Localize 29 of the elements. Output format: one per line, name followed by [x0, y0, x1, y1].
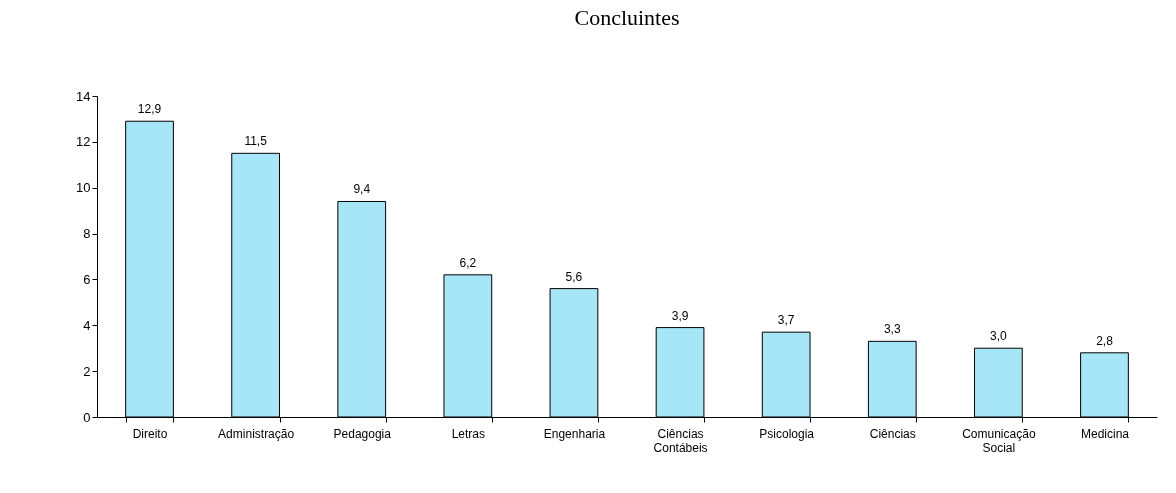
- data-label: 3,7: [777, 313, 795, 328]
- chart-title: Concluintes: [574, 5, 680, 30]
- data-label: 9,4: [353, 182, 371, 197]
- x-tick-label: Letras: [451, 426, 486, 441]
- data-label: 2,8: [1096, 333, 1114, 348]
- x-tick-label: Psicologia: [759, 426, 815, 441]
- x-tick-label: Ciências: [869, 426, 916, 441]
- y-tick-label: 2: [83, 363, 91, 379]
- data-label: 3,9: [671, 308, 689, 323]
- data-label: 5,6: [565, 269, 583, 284]
- x-tick-label: Pedagogia: [333, 426, 392, 441]
- data-label: 6,2: [459, 255, 477, 270]
- y-tick-label: 14: [76, 88, 91, 104]
- x-tick-label: Comunicação Social: [962, 426, 1036, 455]
- x-tick-label: Ciências Contábeis: [653, 426, 708, 455]
- data-label: 3,3: [883, 322, 901, 337]
- x-tick-label: Administração: [218, 426, 295, 441]
- y-tick-label: 10: [76, 180, 91, 196]
- x-tick-label: Engenharia: [543, 426, 606, 441]
- data-label: 12,9: [137, 102, 162, 117]
- y-tick-label: 12: [76, 134, 91, 150]
- x-tick-label: Medicina: [1080, 426, 1130, 441]
- data-label: 3,0: [990, 329, 1008, 344]
- y-tick-label: 6: [83, 271, 91, 287]
- data-label: 11,5: [244, 134, 268, 149]
- y-tick-label: 4: [83, 317, 91, 333]
- x-tick-label: Direito: [132, 426, 168, 441]
- y-tick-label: 0: [83, 409, 91, 425]
- y-tick-label: 8: [83, 226, 91, 242]
